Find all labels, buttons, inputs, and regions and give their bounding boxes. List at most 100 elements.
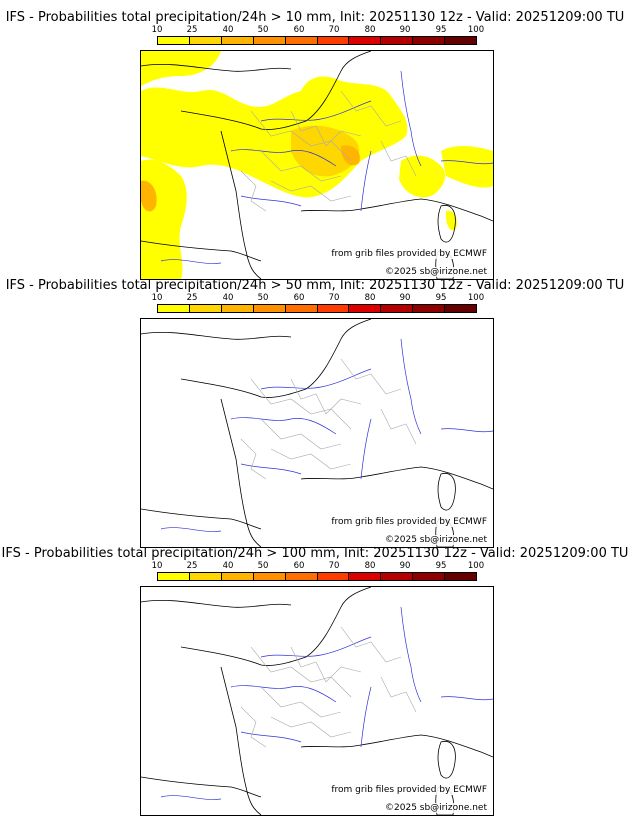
legend-swatch xyxy=(349,37,382,44)
legend-tick: 100 xyxy=(467,561,485,571)
legend-tick: 90 xyxy=(399,561,411,571)
legend-tick: 40 xyxy=(222,293,234,303)
coastline-spain xyxy=(141,240,262,262)
legend-swatch xyxy=(189,37,222,44)
map-canvas xyxy=(141,587,493,815)
legend-swatch xyxy=(317,573,350,580)
river-po xyxy=(440,160,493,165)
legend-tick-labels: 10 25 40 50 60 70 80 90 95 100 xyxy=(152,25,485,35)
panel-title: IFS - Probabilities total precipitation/… xyxy=(5,10,625,25)
legend-swatch xyxy=(285,573,318,580)
legend-swatch xyxy=(413,305,446,312)
map-france-50mm: from grib files provided by ECMWF ©2025 … xyxy=(140,318,494,548)
coastline-channel xyxy=(180,51,372,130)
legend-swatch xyxy=(381,37,414,44)
precip-area-south-west xyxy=(141,159,187,279)
legend-tick: 80 xyxy=(364,25,376,35)
legend-tick: 25 xyxy=(186,561,198,571)
river-loire xyxy=(230,149,337,167)
legend-swatch xyxy=(158,37,190,44)
legend-swatch xyxy=(445,37,477,44)
legend-tick: 80 xyxy=(364,293,376,303)
panel-title: IFS - Probabilities total precipitation/… xyxy=(1,546,629,561)
precip-area-corsica xyxy=(445,210,457,231)
rivers xyxy=(160,606,493,800)
legend-swatch xyxy=(381,573,414,580)
panel-title: IFS - Probabilities total precipitation/… xyxy=(5,278,625,293)
legend-swatch xyxy=(158,573,190,580)
legend-swatch xyxy=(221,305,254,312)
forecast-panel-50mm: IFS - Probabilities total precipitation/… xyxy=(0,278,630,548)
coastline-med xyxy=(300,198,493,222)
precip-probability-areas xyxy=(141,51,493,279)
river-ebro xyxy=(160,259,222,264)
precip-area-sw-core xyxy=(141,180,157,212)
river-rhone xyxy=(360,150,372,212)
legend-swatch xyxy=(413,37,446,44)
legend-tick: 10 xyxy=(151,293,163,303)
legend-swatch xyxy=(317,305,350,312)
legend-swatch xyxy=(253,305,286,312)
admin-borders xyxy=(240,358,417,480)
legend-tick: 40 xyxy=(222,25,234,35)
legend-tick: 50 xyxy=(257,561,269,571)
precip-area-core xyxy=(291,125,360,177)
legend-tick: 10 xyxy=(151,25,163,35)
legend-tick: 10 xyxy=(151,561,163,571)
precip-area-north-west xyxy=(141,51,221,86)
legend-swatch xyxy=(349,305,382,312)
legend-tick: 60 xyxy=(293,25,305,35)
legend-swatch xyxy=(413,573,446,580)
legend-swatch xyxy=(445,305,477,312)
forecast-panel-100mm: IFS - Probabilities total precipitation/… xyxy=(0,546,630,816)
coastline-uk xyxy=(141,64,292,72)
legend-swatch xyxy=(221,37,254,44)
data-source-credit: from grib files provided by ECMWF xyxy=(329,785,489,795)
legend-tick: 70 xyxy=(328,561,340,571)
admin-borders xyxy=(240,90,417,212)
legend-swatch xyxy=(253,573,286,580)
legend-swatch xyxy=(317,37,350,44)
legend-tick: 25 xyxy=(186,293,198,303)
legend-tick: 40 xyxy=(222,561,234,571)
legend-tick: 100 xyxy=(467,293,485,303)
copyright-label: ©2025 sb@irizone.net xyxy=(383,267,489,277)
legend-tick: 50 xyxy=(257,293,269,303)
legend-tick: 90 xyxy=(399,293,411,303)
admin-borders xyxy=(240,626,417,748)
legend-tick-labels: 10 25 40 50 60 70 80 90 95 100 xyxy=(152,293,485,303)
legend-swatch xyxy=(381,305,414,312)
precip-area-core-2 xyxy=(341,145,360,166)
coastlines xyxy=(141,587,493,815)
map-canvas xyxy=(141,319,493,547)
coastlines xyxy=(141,319,493,547)
coastline-atlantic xyxy=(220,130,262,279)
legend-swatch xyxy=(189,305,222,312)
legend-tick: 25 xyxy=(186,25,198,35)
color-scale-bar xyxy=(157,304,477,313)
color-scale-bar xyxy=(157,36,477,45)
legend-tick: 95 xyxy=(435,293,447,303)
coastlines xyxy=(141,51,493,279)
river-rhine xyxy=(400,70,422,167)
legend-swatch xyxy=(189,573,222,580)
legend-tick: 60 xyxy=(293,561,305,571)
map-france-10mm: from grib files provided by ECMWF ©2025 … xyxy=(140,50,494,280)
precip-area-alps xyxy=(399,155,446,198)
legend-tick: 60 xyxy=(293,293,305,303)
legend-tick: 100 xyxy=(467,25,485,35)
legend-swatch xyxy=(158,305,190,312)
river-garonne xyxy=(240,195,302,207)
rivers xyxy=(160,70,493,264)
color-scale-bar xyxy=(157,572,477,581)
river-seine xyxy=(260,100,372,122)
precip-area-east xyxy=(441,146,493,188)
data-source-credit: from grib files provided by ECMWF xyxy=(329,249,489,259)
data-source-credit: from grib files provided by ECMWF xyxy=(329,517,489,527)
legend-tick: 95 xyxy=(435,561,447,571)
legend-swatch xyxy=(445,573,477,580)
legend-tick-labels: 10 25 40 50 60 70 80 90 95 100 xyxy=(152,561,485,571)
map-canvas xyxy=(141,51,493,279)
legend-swatch xyxy=(285,37,318,44)
rivers xyxy=(160,338,493,532)
